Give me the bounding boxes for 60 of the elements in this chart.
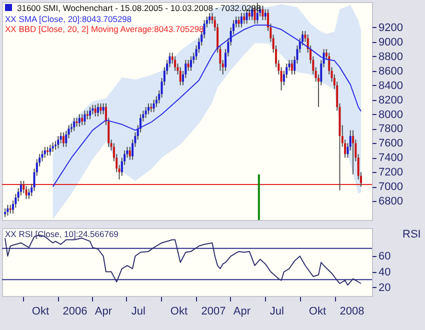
series-label: XX RSI [Close, 10]:24.566769	[5, 229, 118, 240]
x-tick-label: 2007	[201, 306, 226, 318]
candlestick	[190, 56, 192, 72]
x-tick-label: 2006	[62, 306, 88, 318]
y-tick-label: 7200	[378, 166, 403, 179]
y-tick-label: 9000	[378, 36, 403, 48]
candlestick	[100, 102, 102, 115]
y-tick-label: 6800	[378, 196, 403, 208]
y-tick-label: 9200	[378, 22, 403, 34]
candlestick	[352, 130, 354, 175]
candlestick	[28, 188, 30, 200]
candlestick	[240, 12, 242, 28]
y-tick-label: 7400	[378, 152, 403, 164]
y-tick-label: 7000	[378, 181, 403, 194]
candlestick	[238, 16, 240, 28]
x-tick-label: Jul	[131, 306, 146, 318]
candlestick	[187, 59, 190, 72]
x-tick-label: Apr	[94, 306, 112, 318]
candlestick	[94, 104, 96, 117]
y-tick-label: 8400	[378, 80, 403, 92]
candlestick	[78, 114, 80, 128]
candlestick	[262, 5, 264, 21]
y-tick-label: 7600	[378, 138, 403, 150]
y-tick-label: 8000	[378, 108, 403, 121]
candlestick	[73, 117, 76, 132]
candlestick	[6, 204, 9, 216]
candlestick	[179, 66, 182, 86]
x-tick-label: Apr	[233, 306, 251, 318]
y-tick-label: 8200	[378, 94, 403, 106]
candlestick	[81, 114, 84, 126]
y-tick-label: 20	[378, 282, 391, 294]
candlestick	[290, 59, 293, 75]
y-tick-label: 8600	[378, 65, 403, 78]
candlestick	[84, 110, 86, 126]
candlestick	[62, 132, 64, 148]
x-tick-label: Okt	[308, 306, 326, 318]
candlestick	[89, 106, 92, 120]
y-tick-label: 7800	[378, 123, 403, 136]
y-tick-label: 8800	[378, 50, 403, 63]
candlestick	[144, 106, 147, 118]
candlestick	[97, 102, 100, 117]
annotation: XX BBD [Close, 20, 2] Moving Average:8043.705298	[5, 24, 205, 34]
candlestick	[52, 142, 54, 152]
x-tick-label: Okt	[170, 306, 188, 318]
candlestick	[152, 99, 155, 113]
x-tick-label: Okt	[32, 306, 50, 318]
candlestick	[147, 102, 150, 115]
y-tick-label: 60	[378, 250, 391, 263]
y-axis-title: RSI	[402, 228, 421, 240]
candlestick	[174, 56, 176, 72]
candlestick	[44, 146, 46, 158]
x-tick-label: 2008	[340, 306, 364, 318]
candlestick	[49, 144, 52, 156]
candlestick	[57, 135, 60, 149]
text: XX SMA [Close, 20]:8043.705298	[5, 14, 133, 24]
candlestick	[208, 12, 211, 24]
x-tick-label: Jul	[270, 306, 284, 318]
candlestick	[243, 12, 246, 24]
candlestick	[25, 185, 28, 200]
y-tick-label: 40	[378, 266, 391, 278]
